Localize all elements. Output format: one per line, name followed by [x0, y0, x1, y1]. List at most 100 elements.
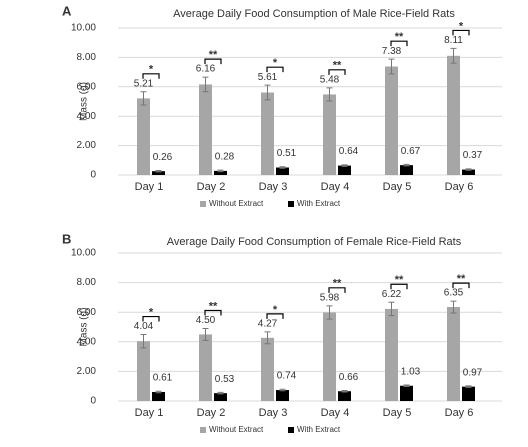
significance-bracket: [204, 58, 222, 65]
value-label: 4.04: [134, 321, 154, 332]
error-bar: [264, 331, 271, 345]
value-label: 0.37: [463, 150, 483, 161]
bar: [400, 385, 413, 401]
bar: [323, 94, 336, 175]
y-tick-label: 0: [90, 170, 96, 181]
x-tick-label: Day 2: [197, 181, 226, 193]
y-tick-label: 6.00: [77, 81, 97, 92]
y-tick-label: 2.00: [77, 140, 97, 151]
error-bar: [450, 47, 457, 64]
value-label: 0.66: [339, 372, 359, 383]
bar: [214, 393, 227, 401]
significance-bracket: [390, 40, 408, 47]
significance-mark: **: [209, 49, 218, 61]
value-label: 0.28: [215, 152, 235, 163]
legend-swatch: [288, 201, 294, 207]
x-tick-label: Day 5: [383, 181, 412, 193]
error-bar: [217, 391, 224, 395]
legend-label: With Extract: [297, 425, 341, 434]
x-tick-label: Day 4: [321, 407, 350, 419]
y-tick-label: 8.00: [77, 52, 97, 63]
error-bar: [140, 334, 147, 349]
x-tick-label: Day 5: [383, 407, 412, 419]
error-bar: [202, 327, 209, 341]
value-label: 0.61: [153, 373, 173, 384]
y-tick-label: 4.00: [77, 336, 97, 347]
significance-bracket: [142, 73, 160, 79]
panel-label: A: [62, 3, 72, 18]
value-label: 5.98: [320, 292, 340, 303]
error-bar: [155, 169, 162, 173]
value-label: 5.61: [258, 72, 278, 83]
error-bar: [465, 385, 472, 388]
error-bar: [450, 300, 457, 314]
error-bar: [465, 168, 472, 171]
value-label: 0.74: [277, 371, 297, 382]
error-bar: [140, 91, 147, 106]
significance-bracket: [328, 287, 346, 293]
significance-mark: **: [395, 274, 404, 286]
value-label: 0.97: [463, 367, 483, 378]
value-label: 0.26: [153, 152, 173, 163]
value-label: 5.48: [320, 74, 340, 85]
bar: [214, 170, 227, 175]
error-bar: [388, 301, 395, 317]
error-bar: [326, 87, 333, 102]
chart-title: Average Daily Food Consumption of Male R…: [173, 8, 455, 20]
error-bar: [202, 76, 209, 93]
value-label: 0.67: [401, 146, 421, 157]
bar: [447, 307, 460, 401]
significance-bracket: [452, 282, 470, 289]
value-label: 4.50: [196, 315, 216, 326]
error-bar: [403, 384, 410, 387]
legend-label: Without Extract: [209, 199, 264, 208]
error-bar: [264, 84, 271, 101]
bar: [261, 337, 274, 401]
significance-mark: *: [459, 20, 464, 32]
bar: [400, 165, 413, 175]
x-tick-label: Day 1: [135, 407, 164, 419]
error-bar: [388, 58, 395, 75]
x-tick-label: Day 6: [445, 181, 474, 193]
legend-swatch: [200, 201, 206, 207]
bar: [276, 167, 289, 175]
panel-label: B: [62, 231, 71, 246]
significance-bracket: [390, 283, 408, 290]
significance-mark: *: [273, 304, 278, 316]
y-axis-title: Mass (g): [79, 82, 90, 121]
bar: [338, 391, 351, 401]
x-tick-label: Day 6: [445, 407, 474, 419]
significance-mark: *: [273, 57, 278, 69]
value-label: 0.51: [277, 148, 297, 159]
error-bar: [279, 388, 286, 392]
significance-mark: **: [209, 300, 218, 312]
value-label: 6.16: [196, 64, 216, 75]
y-tick-label: 8.00: [77, 277, 97, 288]
x-tick-label: Day 2: [197, 407, 226, 419]
y-tick-label: 10.00: [71, 23, 96, 34]
value-label: 1.03: [401, 366, 421, 377]
x-tick-label: Day 3: [259, 407, 288, 419]
value-label: 4.27: [258, 319, 278, 330]
legend-swatch: [288, 427, 294, 433]
y-axis-title: Mass (g): [79, 308, 90, 347]
bar: [338, 165, 351, 175]
error-bar: [326, 305, 333, 320]
significance-bracket: [452, 29, 470, 36]
y-tick-label: 0: [90, 396, 96, 407]
chart-title: Average Daily Food Consumption of Female…: [167, 236, 462, 248]
x-tick-label: Day 1: [135, 181, 164, 193]
legend-label: With Extract: [297, 199, 341, 208]
bar: [323, 312, 336, 401]
y-tick-label: 6.00: [77, 307, 97, 318]
legend-label: Without Extract: [209, 425, 264, 434]
value-label: 7.38: [382, 46, 402, 57]
bar: [447, 55, 460, 175]
error-bar: [403, 163, 410, 167]
bar: [152, 171, 165, 175]
bar: [137, 341, 150, 401]
legend-swatch: [200, 427, 206, 433]
error-bar: [155, 390, 162, 394]
significance-mark: *: [149, 64, 154, 76]
